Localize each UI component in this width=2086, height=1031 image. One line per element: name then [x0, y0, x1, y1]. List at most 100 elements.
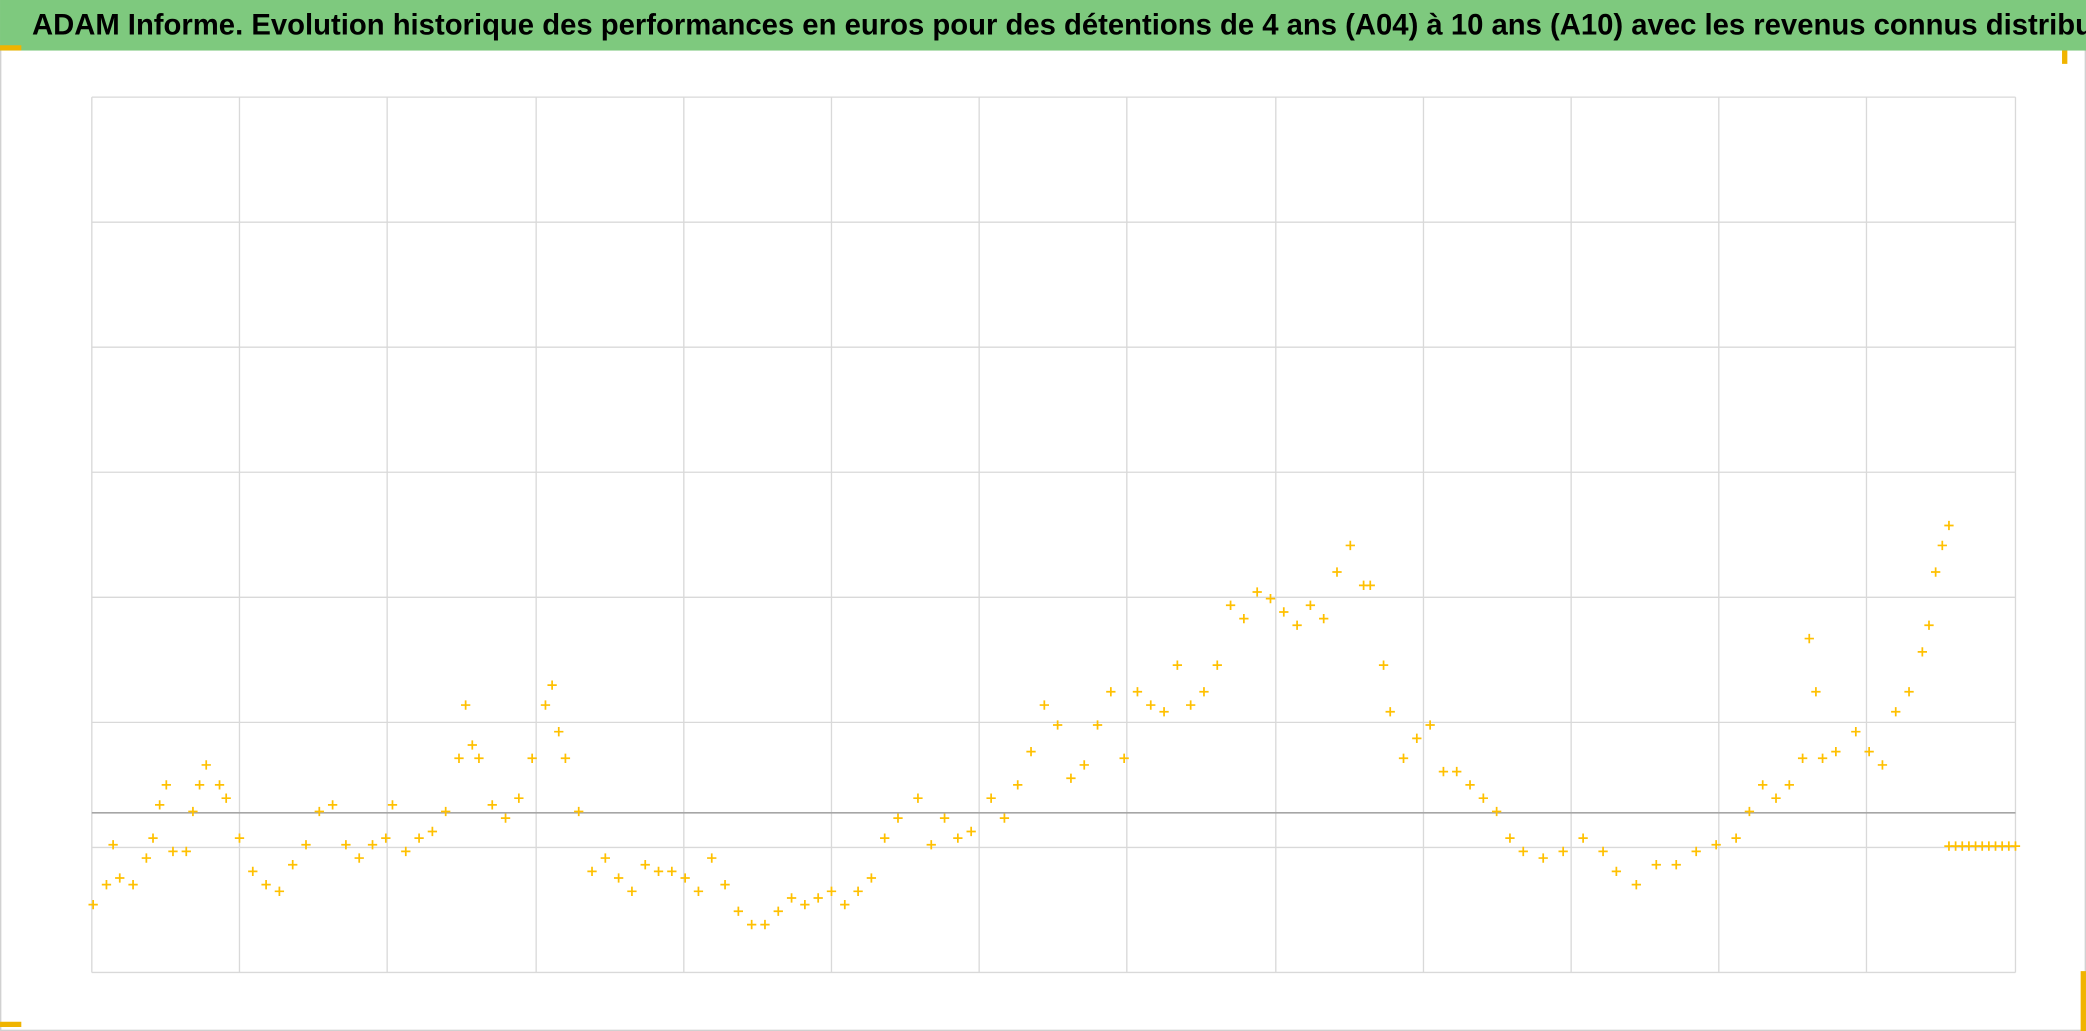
- point: [1538, 853, 1548, 863]
- point: [1092, 720, 1103, 730]
- point: [500, 813, 511, 823]
- point: [627, 886, 637, 896]
- point: [514, 793, 524, 803]
- point: [1930, 567, 1941, 577]
- point: [288, 860, 298, 870]
- point: [101, 880, 112, 890]
- point: [1279, 607, 1289, 617]
- point: [454, 753, 464, 763]
- point: [1671, 860, 1681, 870]
- point: [88, 899, 98, 910]
- point: [540, 700, 551, 710]
- point: [826, 886, 837, 896]
- point: [1651, 860, 1661, 870]
- plot-area: [88, 96, 2021, 974]
- point: [1026, 746, 1036, 757]
- point: [234, 833, 245, 843]
- point: [181, 846, 191, 857]
- point: [667, 866, 677, 877]
- point: [853, 886, 863, 896]
- point: [1119, 753, 1129, 763]
- point: [800, 899, 810, 910]
- point: [1797, 753, 1808, 763]
- point: [1864, 746, 1874, 757]
- point: [460, 700, 471, 710]
- point: [1365, 580, 1375, 590]
- point: [1079, 760, 1089, 770]
- point: [301, 840, 311, 850]
- point: [1744, 806, 1755, 817]
- point: [1265, 593, 1276, 604]
- point: [1398, 753, 1409, 763]
- point: [1924, 620, 1934, 630]
- point: [387, 800, 398, 810]
- point: [1052, 720, 1063, 730]
- point: [274, 886, 285, 896]
- point: [1438, 766, 1449, 777]
- point: [966, 826, 976, 837]
- point: [1159, 707, 1169, 717]
- point: [1598, 846, 1608, 857]
- point: [1937, 540, 1947, 551]
- point: [327, 800, 338, 810]
- point: [1891, 707, 1901, 717]
- point: [680, 873, 690, 883]
- point: [141, 853, 152, 863]
- point: [747, 919, 757, 930]
- point: [1106, 687, 1116, 697]
- point: [467, 740, 477, 750]
- point: [401, 846, 411, 857]
- point: [1212, 660, 1222, 670]
- point: [1877, 760, 1888, 770]
- point: [1811, 687, 1821, 697]
- point: [840, 899, 850, 910]
- point: [1345, 540, 1355, 551]
- point: [560, 753, 571, 763]
- point: [1186, 700, 1196, 710]
- point: [201, 760, 211, 770]
- point: [1771, 793, 1781, 803]
- point: [115, 873, 125, 883]
- point: [1611, 866, 1622, 877]
- point: [693, 886, 704, 896]
- point: [587, 866, 597, 877]
- point: [381, 833, 391, 843]
- point: [880, 833, 890, 843]
- point: [1305, 600, 1316, 610]
- point: [1252, 587, 1262, 597]
- point: [1332, 567, 1342, 577]
- point: [1505, 833, 1515, 843]
- point: [1831, 746, 1841, 757]
- point: [913, 793, 923, 803]
- point: [1239, 613, 1249, 624]
- point: [1804, 633, 1814, 644]
- point: [600, 853, 610, 863]
- point: [1425, 720, 1435, 730]
- point: [786, 893, 797, 903]
- point: [953, 833, 963, 843]
- point: [1691, 846, 1701, 857]
- point: [1758, 780, 1768, 790]
- point: [441, 806, 451, 817]
- point: [188, 806, 198, 817]
- point: [720, 880, 730, 890]
- point: [773, 906, 783, 916]
- point: [1199, 687, 1209, 697]
- point: [813, 893, 823, 903]
- point: [707, 853, 717, 863]
- point: [760, 919, 770, 930]
- point: [939, 813, 950, 823]
- point: [1225, 600, 1236, 610]
- point: [1491, 806, 1502, 817]
- point: [1146, 700, 1156, 710]
- point: [1478, 793, 1488, 803]
- point: [554, 727, 564, 737]
- point: [148, 833, 158, 843]
- point: [1385, 707, 1395, 717]
- point: [1578, 833, 1588, 843]
- point: [1904, 687, 1914, 697]
- point: [653, 866, 664, 877]
- point: [1378, 660, 1389, 670]
